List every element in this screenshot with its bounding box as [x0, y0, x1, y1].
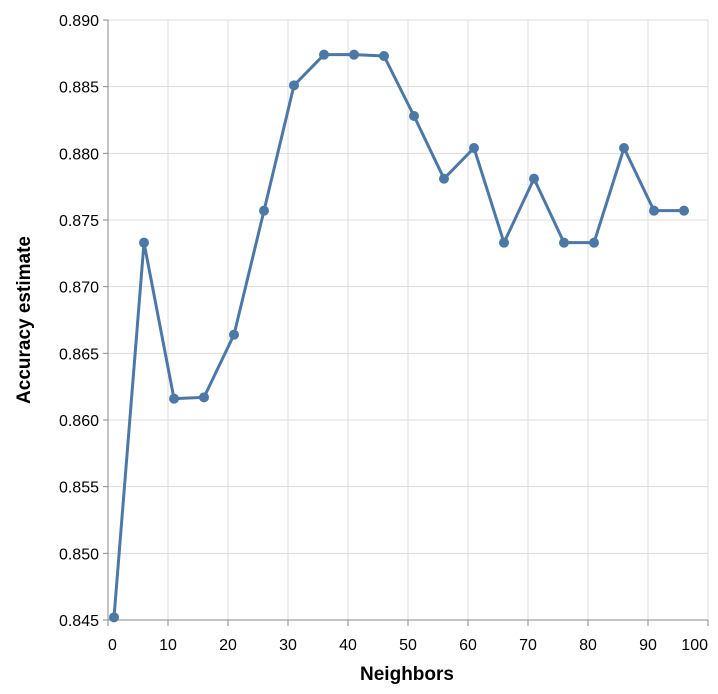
x-tick-label: 60: [459, 637, 477, 654]
data-point: [649, 205, 659, 216]
data-point: [319, 49, 329, 60]
x-axis-title: Neighbors: [360, 664, 454, 685]
y-tick-label: 0.890: [59, 13, 99, 30]
x-tick-label: 90: [639, 637, 657, 654]
data-point: [619, 143, 629, 153]
y-tick-label: 0.845: [59, 613, 99, 630]
data-point: [229, 329, 239, 340]
y-tick-label: 0.870: [59, 280, 99, 297]
data-point: [529, 173, 539, 184]
x-tick-label: 40: [339, 637, 357, 654]
x-tick-label: 0: [108, 637, 117, 654]
data-point: [349, 49, 359, 60]
y-axis-title: Accuracy estimate: [14, 236, 35, 404]
data-point: [439, 173, 449, 184]
data-point: [259, 205, 269, 216]
x-tick-label: 20: [219, 637, 237, 654]
data-point: [589, 237, 599, 248]
data-point: [379, 51, 389, 61]
grid-lines: [107, 19, 709, 621]
y-axis-ticks: 0.845 0.850 0.855 0.860 0.865 0.870 0.875 0.880…: [59, 13, 108, 630]
data-point: [469, 143, 479, 153]
y-tick-label: 0.875: [59, 213, 99, 230]
x-axis-ticks: 0 10 20 30 40 50 60 70 80 90 100: [107, 620, 709, 654]
data-point: [289, 80, 299, 91]
series-layer: [109, 49, 689, 623]
x-tick-label: 30: [279, 637, 297, 654]
data-point: [409, 111, 419, 121]
x-tick-label: 10: [159, 637, 177, 654]
y-tick-label: 0.855: [59, 480, 99, 497]
y-tick-label: 0.885: [59, 80, 99, 97]
data-point: [679, 205, 689, 216]
data-point: [499, 237, 509, 248]
x-tick-label: 70: [519, 637, 537, 654]
data-point: [109, 612, 119, 623]
x-tick-label: 50: [399, 637, 417, 654]
y-tick-label: 0.860: [59, 413, 99, 430]
x-tick-label: 100: [681, 637, 708, 654]
data-point: [559, 237, 569, 248]
y-tick-label: 0.880: [59, 146, 99, 163]
data-point: [139, 237, 149, 248]
data-point: [199, 392, 209, 403]
x-tick-label: 80: [579, 637, 597, 654]
y-tick-label: 0.865: [59, 346, 99, 363]
y-tick-label: 0.850: [59, 546, 99, 563]
data-point: [169, 393, 179, 404]
series-line: [112, 53, 684, 618]
